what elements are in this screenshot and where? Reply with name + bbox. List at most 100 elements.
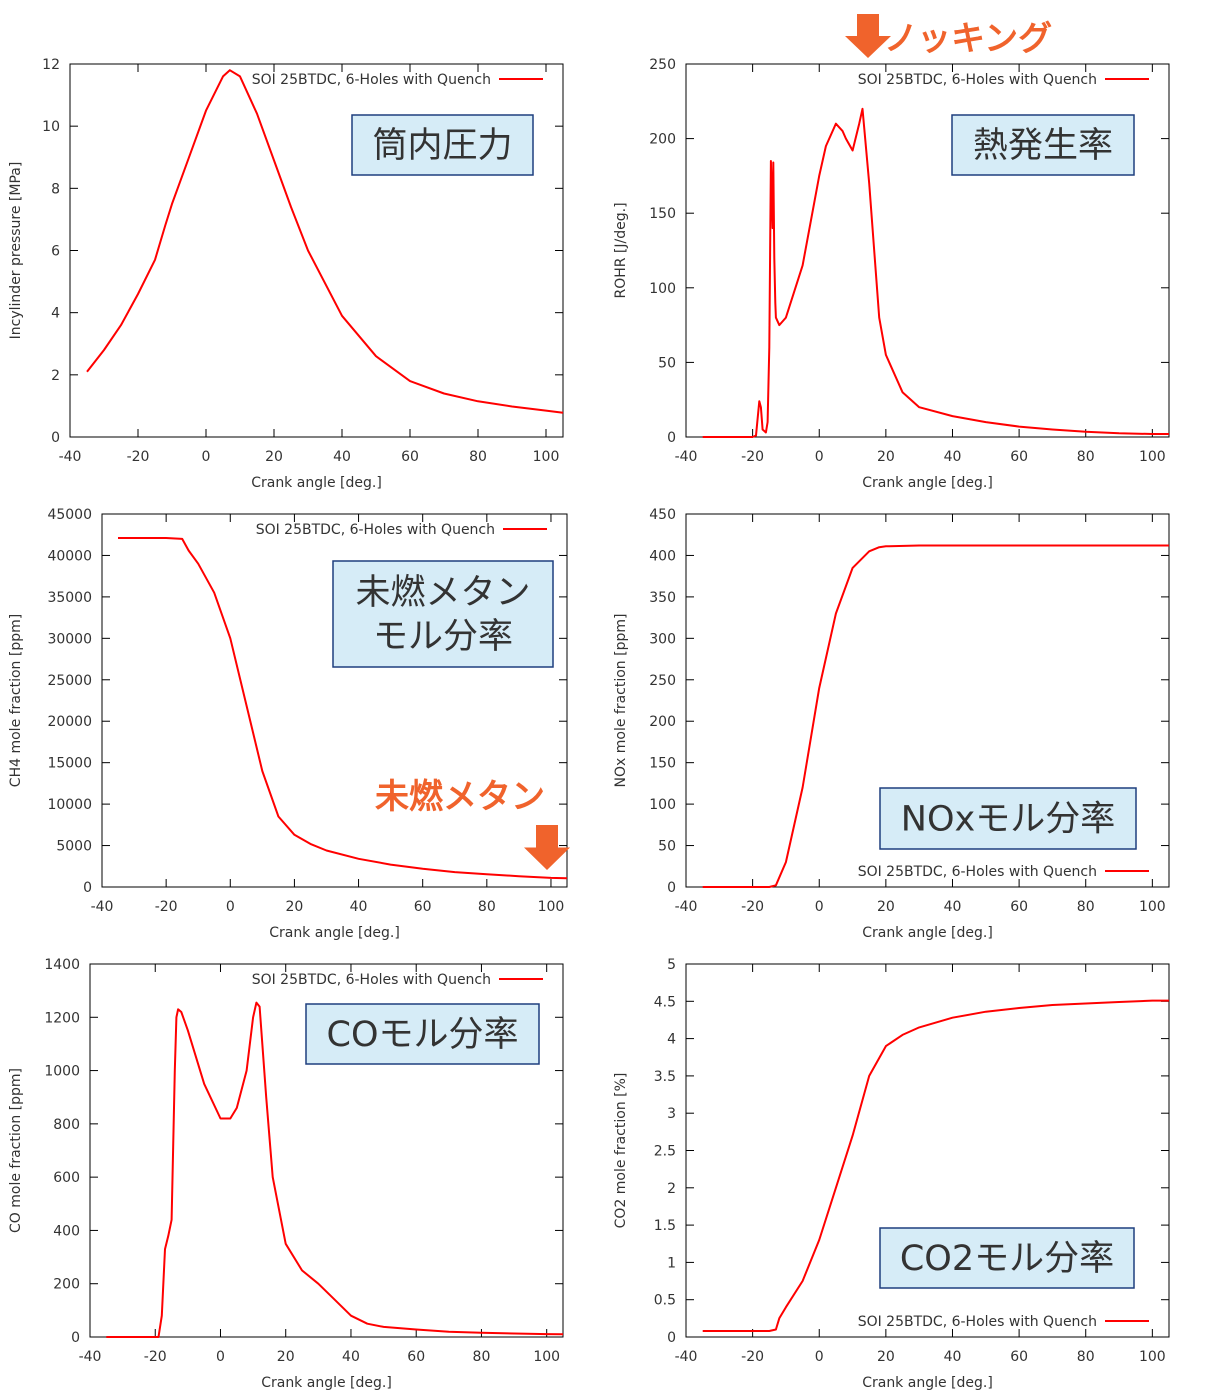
x-tick-label: -20: [144, 1349, 167, 1365]
series-line: [702, 999, 1169, 1332]
label-box-frame: [351, 114, 534, 176]
y-tick-label: 0.5: [654, 1293, 676, 1309]
x-tick-label: -20: [127, 449, 150, 465]
x-axis-label: Crank angle [deg.]: [862, 1375, 993, 1391]
legend-label: SOI 25BTDC, 6-Holes with Quench: [256, 522, 495, 538]
annotation: 未燃メタン: [375, 777, 570, 870]
x-tick-label: 20: [877, 449, 895, 465]
x-tick-label: 80: [469, 449, 487, 465]
x-tick-label: 60: [407, 1349, 425, 1365]
y-tick-label: 50: [658, 839, 676, 855]
y-tick-label: 1200: [44, 1010, 80, 1026]
plot-frame: [685, 513, 1170, 888]
y-tick-label: 200: [53, 1277, 80, 1293]
x-tick-label: 80: [1077, 449, 1095, 465]
x-tick-label: 20: [285, 899, 303, 915]
label-box-frame: [879, 1227, 1135, 1289]
x-tick-label: -40: [675, 899, 698, 915]
chart-6: -40 -20 0 20 40 60 80 100 0 0.5 1 1.5 2 2.5 3 3.5 4 4.5 5 C…: [613, 957, 1170, 1391]
x-tick-label: 20: [877, 1349, 895, 1365]
chart-5: -40 -20 0 20 40 60 80 1000200400600800100012001…: [8, 957, 564, 1391]
y-tick-label: 150: [649, 756, 676, 772]
legend-label: SOI 25BTDC, 6-Holes with Quench: [252, 72, 491, 88]
label-box-text: モル分率: [373, 617, 513, 657]
y-tick-label: 1: [667, 1255, 676, 1271]
y-tick-label: 12: [42, 57, 60, 73]
y-axis-label: Incylinder pressure [MPa]: [8, 162, 24, 340]
x-tick-label: -40: [59, 449, 82, 465]
plot-frame: [101, 513, 568, 888]
x-tick-label: -40: [91, 899, 114, 915]
y-tick-label: 100: [649, 797, 676, 813]
label-box-text: 未燃メタン: [355, 573, 530, 613]
plot-frame: [685, 63, 1170, 438]
y-tick-label: 450: [649, 507, 676, 523]
x-tick-label: 0: [216, 1349, 225, 1365]
y-tick-label: 4: [51, 306, 60, 322]
label-box-frame: [332, 560, 554, 668]
chart-1: -40 -20 0 20 40 60 80 100 0 2 4 6 8 10 12 Crank angle […: [8, 57, 564, 491]
legend-label: SOI 25BTDC, 6-Holes with Quench: [858, 72, 1097, 88]
label-box-text: COモル分率: [327, 1015, 519, 1055]
x-tick-label: -20: [155, 899, 178, 915]
label-box-frame: [879, 787, 1137, 850]
y-axis-label: CH4 mole fraction [ppm]: [8, 614, 24, 787]
down-arrow-icon: [845, 14, 891, 58]
y-tick-label: 350: [649, 590, 676, 606]
y-tick-label: 0: [83, 880, 92, 896]
x-tick-label: 40: [350, 899, 368, 915]
chart-4: -40 -20 0 20 40 60 80 100 0 50 100 150 200 250 300 350 4…: [613, 507, 1170, 941]
x-tick-label: 100: [1139, 899, 1166, 915]
x-tick-label: 60: [1010, 1349, 1028, 1365]
y-tick-label: 3: [667, 1106, 676, 1122]
y-tick-label: 100: [649, 281, 676, 297]
x-tick-label: 40: [333, 449, 351, 465]
x-tick-label: 0: [226, 899, 235, 915]
y-tick-label: 0: [51, 430, 60, 446]
x-tick-label: 40: [944, 1349, 962, 1365]
x-tick-label: 100: [533, 1349, 560, 1365]
x-tick-label: 0: [815, 1349, 824, 1365]
legend-label: SOI 25BTDC, 6-Holes with Quench: [252, 972, 491, 988]
legend: SOI 25BTDC, 6-Holes with Quench: [252, 972, 543, 988]
x-tick-label: 100: [1139, 449, 1166, 465]
annotation: ノッキング: [845, 14, 1052, 59]
x-tick-label: -20: [741, 1349, 764, 1365]
y-tick-label: 45000: [47, 507, 92, 523]
y-tick-label: 10: [42, 119, 60, 135]
x-tick-label: 0: [202, 449, 211, 465]
x-tick-label: 20: [877, 899, 895, 915]
y-tick-label: 5: [667, 957, 676, 973]
x-tick-label: 40: [944, 899, 962, 915]
x-tick-label: 60: [1010, 449, 1028, 465]
x-axis-label: Crank angle [deg.]: [862, 475, 993, 491]
x-tick-label: 60: [1010, 899, 1028, 915]
x-axis-label: Crank angle [deg.]: [251, 475, 382, 491]
x-tick-label: 100: [538, 899, 565, 915]
legend: SOI 25BTDC, 6-Holes with Quench: [252, 72, 543, 88]
y-tick-label: 3.5: [654, 1069, 676, 1085]
x-tick-label: 40: [342, 1349, 360, 1365]
x-tick-label: 0: [815, 449, 824, 465]
plot-frame: [89, 963, 564, 1338]
label-box: NOxモル分率: [879, 787, 1137, 850]
down-arrow-icon: [524, 825, 570, 870]
y-tick-label: 1000: [44, 1064, 80, 1080]
annotation-text: 未燃メタン: [375, 777, 545, 817]
y-tick-label: 200: [649, 132, 676, 148]
x-tick-label: 20: [265, 449, 283, 465]
y-tick-label: 20000: [47, 714, 92, 730]
y-tick-label: 600: [53, 1170, 80, 1186]
y-tick-label: 8: [51, 181, 60, 197]
y-tick-label: 800: [53, 1117, 80, 1133]
y-tick-label: 2.5: [654, 1144, 676, 1160]
y-tick-label: 1.5: [654, 1218, 676, 1234]
label-box-text: CO2モル分率: [900, 1239, 1114, 1279]
x-tick-label: -20: [741, 449, 764, 465]
x-tick-label: -20: [741, 899, 764, 915]
x-tick-label: -40: [675, 1349, 698, 1365]
series-line: [106, 1001, 564, 1338]
x-tick-label: 20: [277, 1349, 295, 1365]
series-line: [118, 537, 568, 880]
